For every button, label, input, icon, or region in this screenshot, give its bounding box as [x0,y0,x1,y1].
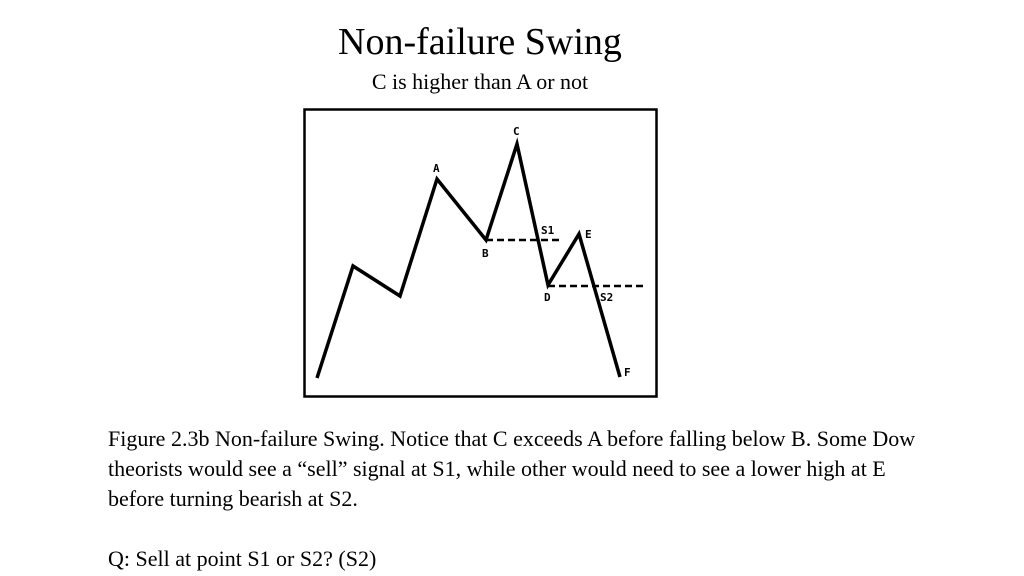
slide-subtitle: C is higher than A or not [371,69,589,94]
label-s1: S1 [541,224,555,237]
diagram-frame [303,108,658,398]
label-s2: S2 [600,291,613,304]
label-f: F [624,366,631,379]
figure-caption: Figure 2.3b Non-failure Swing. Notice th… [108,426,916,511]
label-b: B [482,247,489,260]
label-c: C [513,125,520,138]
swing-diagram-svg: A B C D E F S1 S2 [303,108,658,398]
label-e: E [585,228,592,241]
label-d: D [544,291,551,304]
label-a: A [433,162,440,175]
swing-diagram: A B C D E F S1 S2 [303,108,658,398]
question-text: Q: Sell at point S1 or S2? (S2) [108,546,377,571]
slide-title: Non-failure Swing [338,21,622,63]
